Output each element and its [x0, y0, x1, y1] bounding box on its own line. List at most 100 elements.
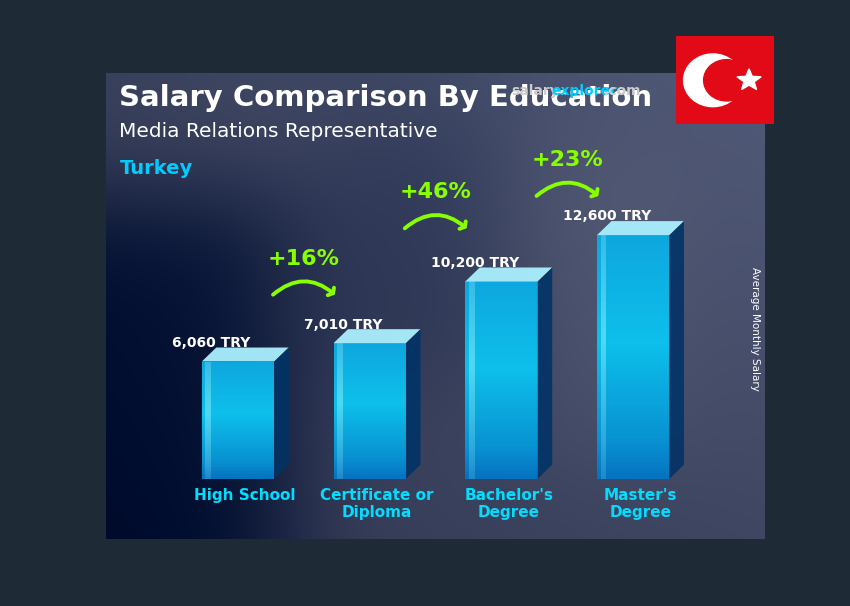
Bar — [201, 362, 275, 363]
Bar — [337, 409, 343, 411]
Bar — [337, 453, 343, 455]
Bar — [206, 419, 211, 420]
Bar — [201, 455, 275, 457]
Bar — [337, 468, 343, 470]
Bar — [333, 398, 406, 399]
Bar — [465, 313, 538, 316]
Bar — [337, 416, 343, 418]
Bar — [206, 382, 211, 384]
Bar — [333, 428, 406, 430]
Bar — [333, 447, 406, 448]
Bar — [465, 294, 538, 296]
Bar — [337, 440, 343, 441]
Bar — [597, 399, 670, 402]
Bar — [201, 442, 275, 444]
Bar — [469, 368, 474, 370]
Bar — [465, 363, 538, 365]
Bar — [201, 399, 275, 401]
Bar — [201, 435, 275, 436]
Bar — [201, 426, 275, 427]
Bar — [337, 398, 343, 399]
Bar — [465, 324, 538, 326]
Text: 6,060 TRY: 6,060 TRY — [173, 336, 251, 350]
Bar — [333, 351, 406, 353]
Bar — [201, 433, 275, 435]
Bar — [597, 259, 670, 262]
Bar — [337, 423, 343, 424]
Bar — [337, 362, 343, 364]
Bar — [465, 353, 538, 356]
Bar — [465, 417, 538, 419]
Bar — [469, 407, 474, 410]
Bar — [206, 441, 211, 442]
Bar — [333, 423, 406, 424]
Bar — [206, 376, 211, 378]
Bar — [465, 412, 538, 415]
Bar — [337, 355, 343, 357]
Bar — [206, 429, 211, 430]
Bar — [601, 427, 606, 430]
Bar — [597, 464, 670, 467]
Bar — [469, 294, 474, 296]
Bar — [333, 387, 406, 389]
Bar — [201, 385, 275, 387]
Bar — [201, 410, 275, 411]
Bar — [337, 348, 343, 350]
Bar — [206, 362, 211, 363]
Bar — [597, 345, 670, 348]
Bar — [333, 470, 406, 472]
Bar — [469, 311, 474, 313]
Bar — [597, 411, 670, 415]
Bar — [601, 467, 606, 470]
Bar — [469, 321, 474, 324]
Bar — [465, 345, 538, 348]
Bar — [333, 441, 406, 443]
Bar — [465, 454, 538, 456]
Bar — [465, 469, 538, 471]
Bar — [333, 409, 406, 411]
Bar — [597, 384, 670, 387]
Bar — [201, 462, 275, 464]
Bar — [333, 450, 406, 451]
Bar — [597, 461, 670, 464]
Polygon shape — [538, 267, 552, 479]
Bar — [337, 345, 343, 347]
Bar — [206, 369, 211, 370]
Bar — [201, 419, 275, 420]
Bar — [601, 430, 606, 433]
Bar — [601, 250, 606, 253]
Bar — [597, 268, 670, 271]
Bar — [597, 339, 670, 342]
Bar — [333, 358, 406, 360]
Bar — [333, 467, 406, 468]
Bar — [333, 381, 406, 382]
Bar — [601, 378, 606, 381]
Bar — [337, 421, 343, 423]
Bar — [469, 361, 474, 363]
Bar — [469, 417, 474, 419]
Bar — [597, 445, 670, 448]
Bar — [333, 382, 406, 384]
Bar — [465, 439, 538, 442]
Bar — [469, 461, 474, 464]
Bar — [601, 311, 606, 315]
Bar — [333, 436, 406, 438]
Bar — [597, 281, 670, 284]
Bar — [337, 377, 343, 379]
Bar — [465, 474, 538, 476]
Bar — [201, 451, 275, 452]
Bar — [337, 382, 343, 384]
Bar — [201, 452, 275, 454]
Bar — [206, 392, 211, 394]
Bar — [601, 375, 606, 378]
Bar — [201, 389, 275, 391]
Bar — [601, 402, 606, 405]
Bar — [333, 392, 406, 394]
Bar — [333, 402, 406, 404]
Bar — [465, 410, 538, 412]
Bar — [337, 460, 343, 462]
Bar — [601, 384, 606, 387]
Bar — [337, 435, 343, 436]
Bar — [601, 262, 606, 265]
Bar — [465, 449, 538, 451]
